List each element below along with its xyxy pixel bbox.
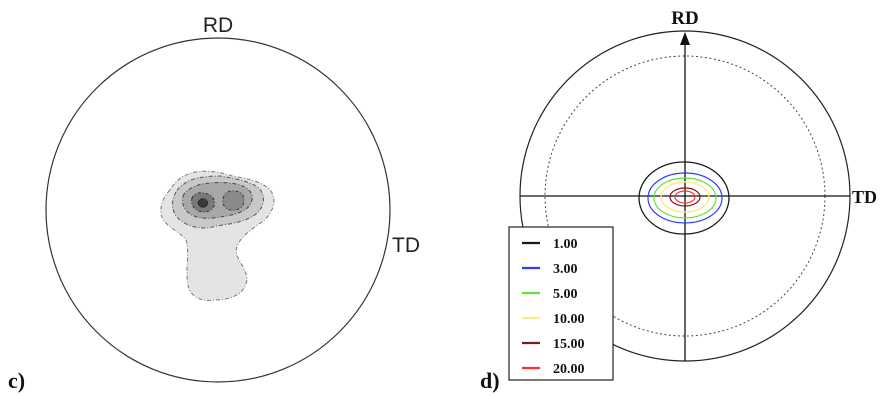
- legend-value: 10.00: [553, 312, 585, 327]
- panel-c-label: c): [8, 368, 25, 393]
- panel-d-contour-20: [674, 190, 696, 204]
- panel-c: RD TD c): [8, 14, 420, 393]
- legend-value: 15.00: [553, 337, 585, 352]
- panel-d-label: d): [480, 368, 500, 393]
- legend-entry: 1.00: [522, 237, 578, 252]
- panel-c-contour-level-5: [222, 190, 245, 211]
- panel-d-contours: [638, 161, 730, 235]
- panel-d-contour-10: [660, 181, 710, 213]
- legend-entry: 15.00: [522, 337, 585, 352]
- panel-c-rd-label: RD: [203, 14, 233, 37]
- panel-d-rd-arrow-icon: [680, 32, 690, 45]
- panel-d-legend: 1.00 3.00 5.00 10.00 15.00 20.00: [508, 226, 614, 381]
- panel-c-td-label: TD: [392, 234, 420, 257]
- panel-d-legend-box: [508, 226, 614, 381]
- legend-entry: 3.00: [522, 262, 578, 277]
- panel-d-rd-label: RD: [671, 8, 698, 29]
- panel-d-contour-3: [647, 172, 723, 224]
- panel-c-stereographic-circle: [45, 37, 391, 383]
- panel-d-contour-15: [669, 187, 701, 207]
- legend-value: 5.00: [553, 287, 578, 302]
- legend-value: 20.00: [553, 362, 585, 377]
- panel-d: RD TD 1.00 3.00 5.00 10.00 15.00 20.00 d): [480, 8, 877, 393]
- legend-entry: 5.00: [522, 287, 578, 302]
- legend-entry: 10.00: [522, 312, 585, 327]
- legend-entry: 20.00: [522, 362, 585, 377]
- panel-c-contours: [160, 170, 275, 301]
- legend-value: 3.00: [553, 262, 578, 277]
- panel-d-td-label: TD: [852, 187, 877, 207]
- legend-value: 1.00: [553, 237, 578, 252]
- panel-d-contour-1: [638, 161, 730, 235]
- panel-c-contour-peak: [197, 198, 208, 208]
- panel-d-contour-5: [653, 177, 717, 219]
